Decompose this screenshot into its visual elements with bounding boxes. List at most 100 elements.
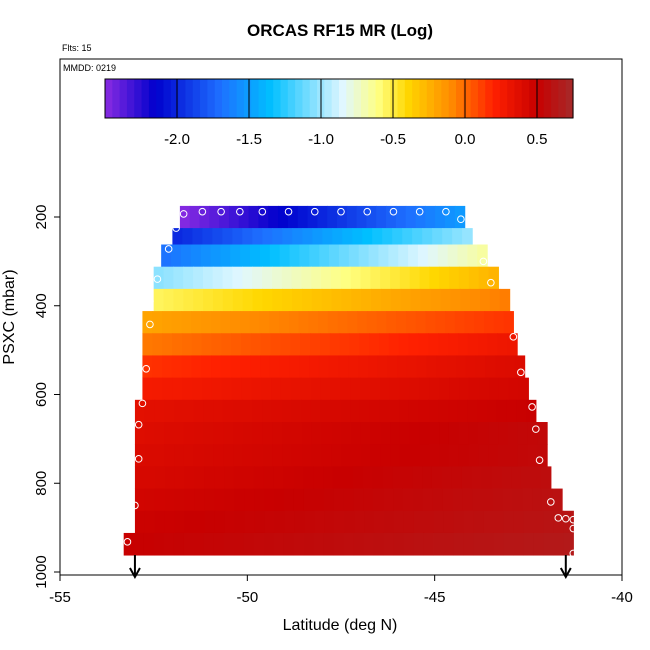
heatmap-cell (134, 510, 146, 534)
data-point (284, 207, 293, 216)
heatmap-cell (408, 399, 420, 423)
heatmap-cell (292, 228, 303, 245)
heatmap-cell (449, 266, 460, 290)
data-point (535, 456, 544, 464)
heatmap-cell (223, 444, 234, 467)
heatmap-cell (332, 228, 343, 245)
colorbar-swatch (521, 79, 530, 118)
heatmap-cell (320, 377, 332, 401)
heatmap-cell (321, 266, 332, 290)
heatmap-cell (234, 510, 246, 534)
heatmap-cell (164, 488, 176, 512)
heatmap-cell (481, 466, 493, 489)
heatmap-cell (518, 377, 529, 401)
heatmap-cell (251, 377, 262, 401)
plot-frame (59, 58, 623, 576)
heatmap-cell (379, 399, 390, 423)
heatmap-cell (314, 510, 325, 534)
heatmap-cell (442, 488, 454, 512)
heatmap-cell (301, 399, 312, 423)
heatmap-cell (241, 333, 252, 356)
heatmap-cell (287, 205, 299, 229)
data-point (146, 320, 154, 329)
heatmap-cell (475, 355, 486, 379)
heatmap-cell (318, 355, 330, 379)
heatmap-cell (363, 532, 375, 556)
data-point (554, 514, 563, 522)
heatmap-cell (203, 532, 215, 556)
heatmap-cell (393, 510, 405, 534)
heatmap-cell (563, 510, 574, 534)
colorbar-swatch (302, 79, 311, 118)
heatmap-cell (297, 205, 309, 229)
heatmap-cell (537, 422, 548, 445)
heatmap-cell (423, 510, 435, 534)
colorbar-tick-label: -1.5 (236, 131, 262, 148)
colorbar-swatch (353, 79, 362, 118)
heatmap-cell (164, 466, 176, 489)
heatmap-cell (154, 510, 166, 534)
data-point (569, 524, 578, 533)
heatmap-cell (498, 422, 509, 445)
heatmap-cell (324, 510, 335, 534)
heatmap-cell (378, 244, 389, 268)
data-point (131, 313, 139, 321)
colorbar-swatch (536, 79, 545, 118)
heatmap-cell (174, 422, 185, 445)
heatmap-cell (164, 399, 175, 423)
heatmap-cell (193, 422, 205, 445)
data-point (337, 207, 345, 216)
heatmap-cell (415, 205, 426, 229)
heatmap-cell (362, 228, 373, 245)
heatmap-cell (445, 205, 456, 229)
x-tick-label: -45 (424, 589, 446, 606)
heatmap-cell (399, 377, 411, 401)
heatmap-cell (514, 355, 526, 379)
heatmap-cell (211, 333, 222, 356)
heatmap-cell (252, 228, 263, 245)
heatmap-cell (350, 377, 361, 401)
heatmap-cell (292, 288, 303, 312)
heatmap-cell (262, 228, 273, 245)
heatmap-cell (311, 422, 322, 445)
heatmap-cell (224, 488, 235, 512)
heatmap-cell (452, 488, 464, 512)
y-tick-label: 200 (33, 204, 50, 229)
heatmap-cell (343, 488, 355, 512)
heatmap-cell (250, 333, 262, 356)
colorbar-swatch (382, 79, 391, 118)
colorbar-swatch (243, 79, 252, 118)
heatmap-cell (203, 288, 214, 312)
data-point (528, 403, 536, 411)
heatmap-cell (183, 288, 194, 312)
heatmap-cell (527, 422, 538, 445)
heatmap-cell (221, 333, 232, 356)
heatmap-cell (420, 288, 432, 312)
heatmap-cell (484, 311, 495, 334)
heatmap-cell (370, 266, 381, 290)
colorbar-swatch (126, 79, 135, 118)
heatmap-cell (293, 532, 305, 556)
heatmap-cell (234, 488, 245, 512)
heatmap-cell (418, 399, 429, 423)
data-point (138, 399, 147, 408)
heatmap-cell (182, 377, 193, 401)
heatmap-cell (232, 228, 243, 245)
heatmap-cell (201, 377, 213, 401)
data-point (479, 257, 488, 266)
heatmap-cell (497, 333, 508, 356)
heatmap-cell (250, 244, 261, 268)
heatmap-cell (452, 228, 463, 245)
heatmap-cell (204, 466, 215, 489)
heatmap-cell (380, 422, 391, 445)
heatmap-cell (210, 244, 222, 268)
heatmap-cell (439, 377, 450, 401)
heatmap-cell (419, 266, 431, 290)
heatmap-cell (220, 311, 231, 334)
heatmap-cell (522, 488, 533, 512)
heatmap-cell (290, 377, 302, 401)
heatmap-cell (457, 244, 468, 268)
heatmap-cell (291, 422, 303, 445)
heatmap-cell (174, 488, 186, 512)
heatmap-cell (341, 288, 353, 312)
